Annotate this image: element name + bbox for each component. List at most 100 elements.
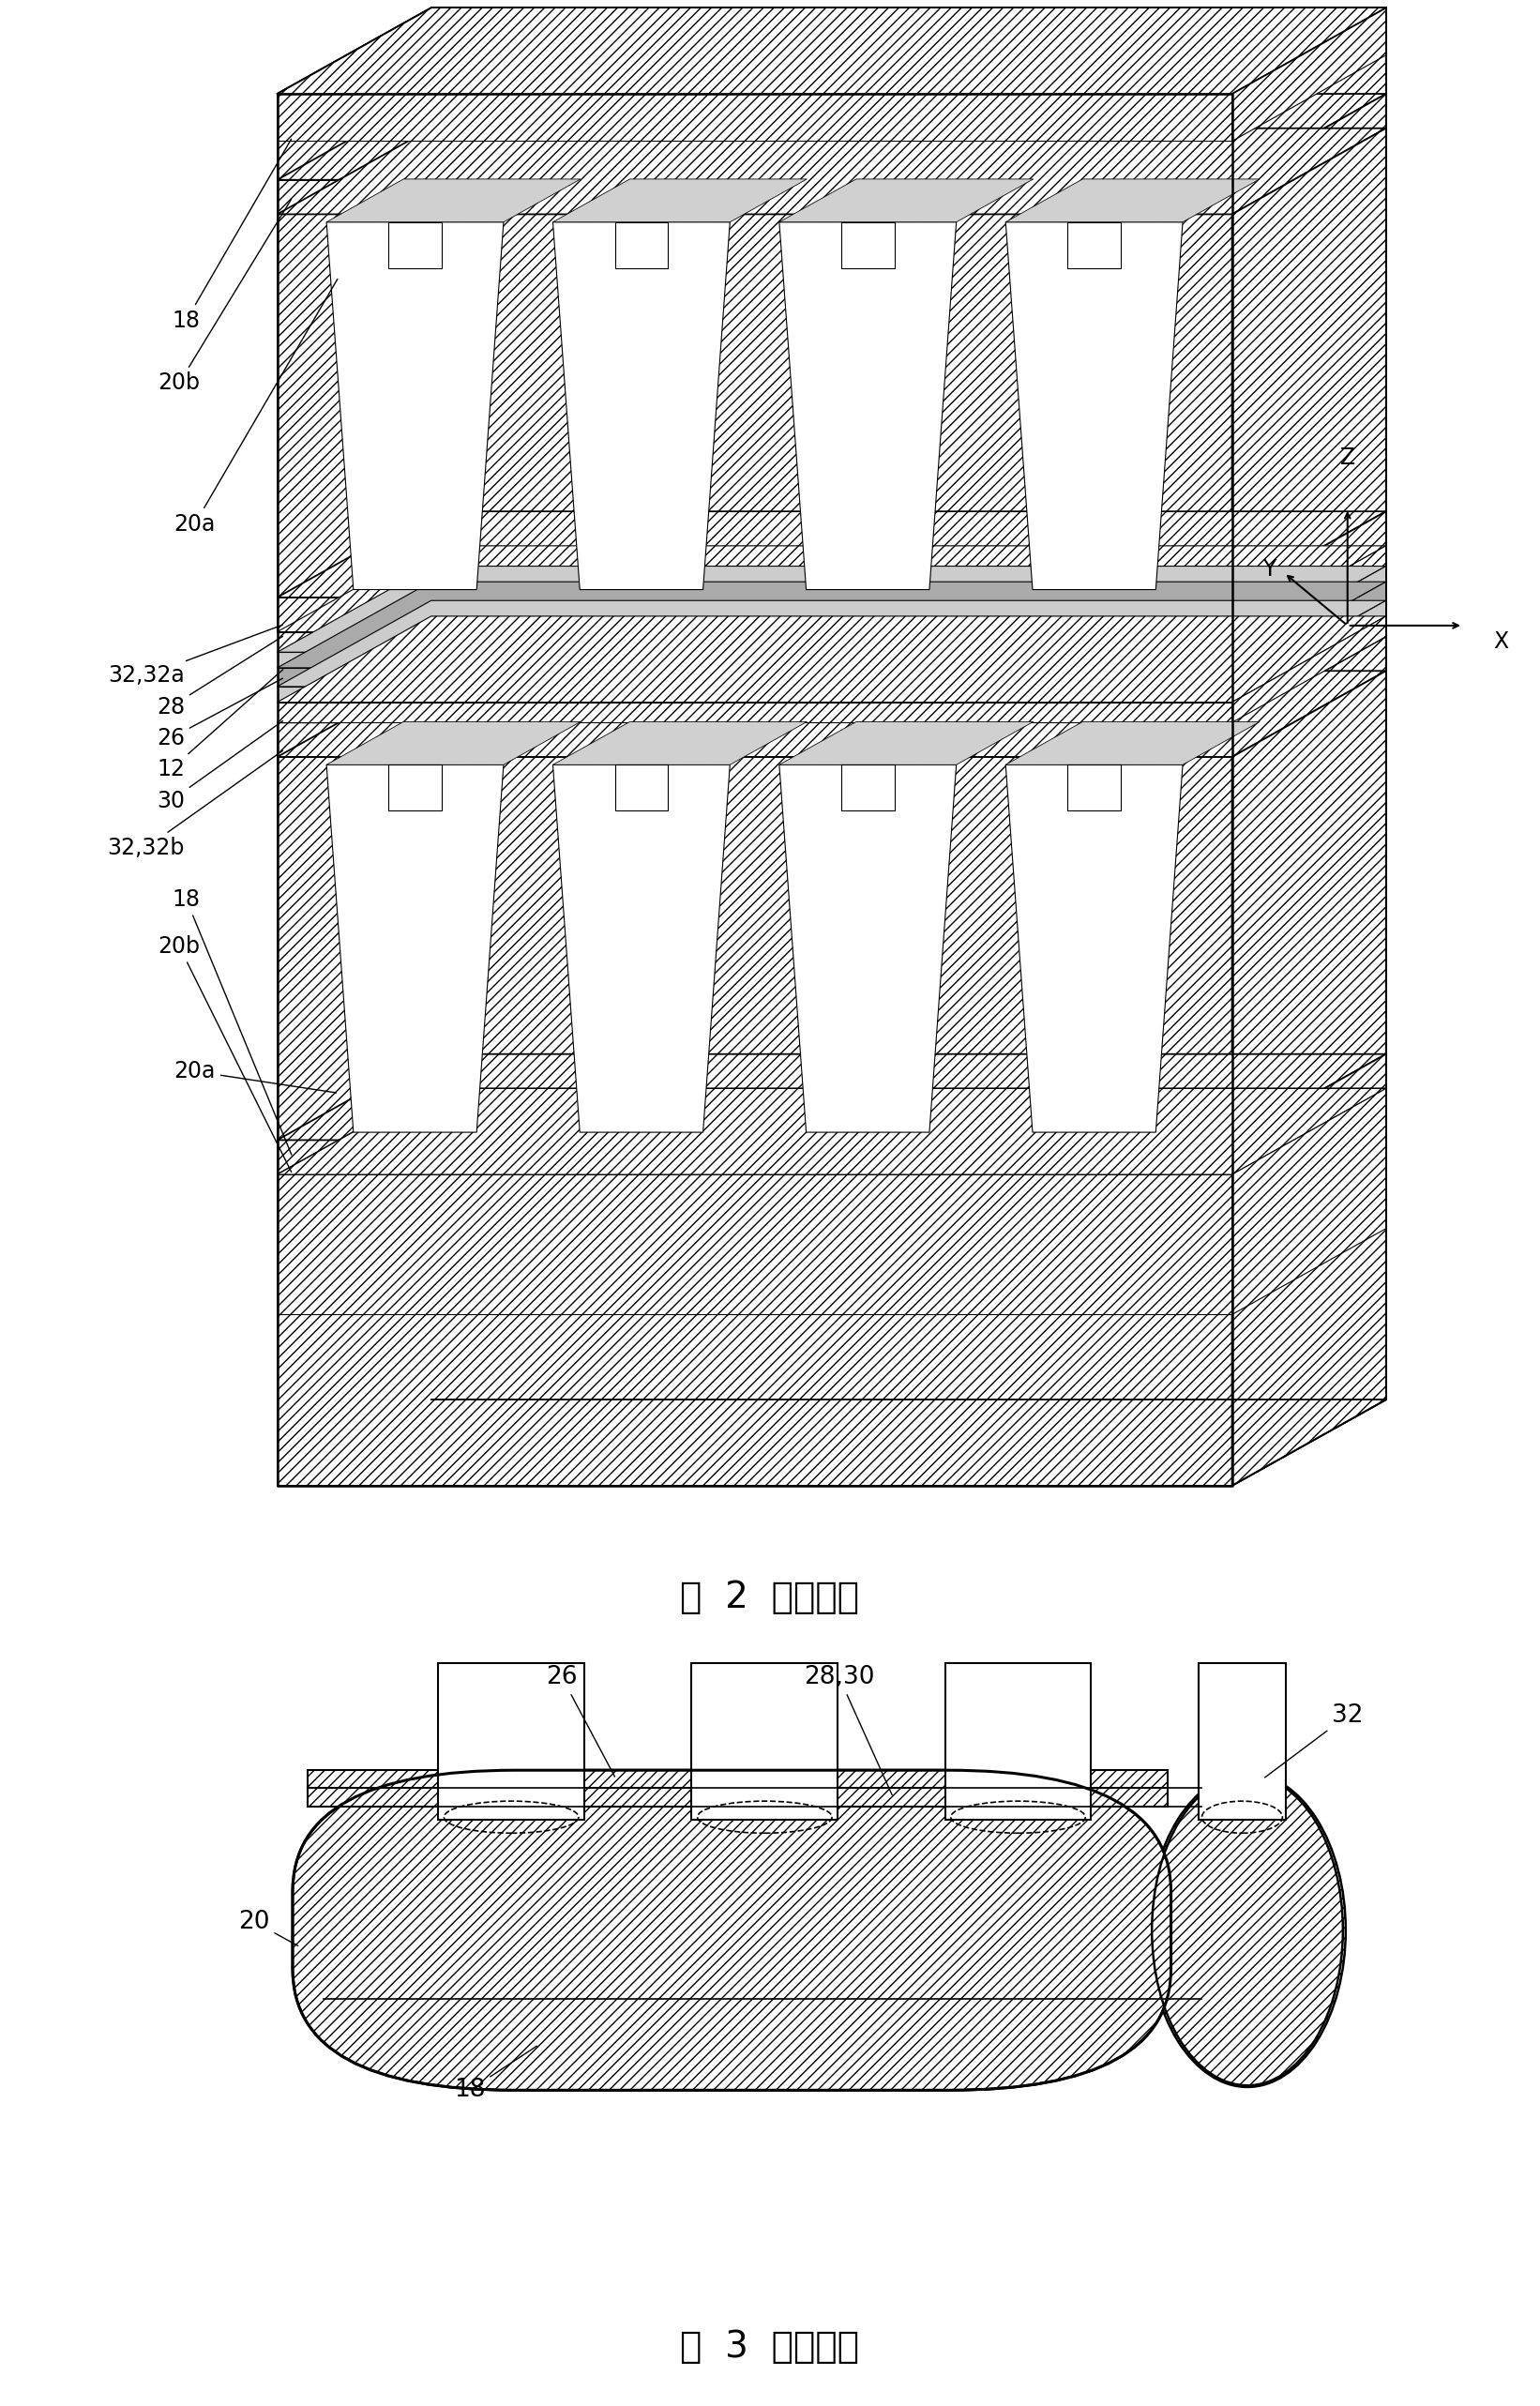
- Polygon shape: [277, 546, 1386, 633]
- Text: 图  2  现有技术: 图 2 现有技术: [681, 1581, 859, 1614]
- Text: Y: Y: [1263, 558, 1275, 580]
- Polygon shape: [614, 221, 668, 267]
- Text: 26: 26: [157, 678, 283, 748]
- FancyBboxPatch shape: [1198, 1663, 1286, 1819]
- Polygon shape: [277, 214, 1232, 597]
- FancyBboxPatch shape: [439, 1663, 585, 1819]
- Polygon shape: [277, 652, 1232, 669]
- Text: 28,30: 28,30: [804, 1665, 892, 1795]
- Polygon shape: [1006, 178, 1260, 221]
- Polygon shape: [1067, 221, 1121, 267]
- Polygon shape: [1232, 616, 1386, 722]
- Text: 20b: 20b: [159, 936, 291, 1172]
- Text: 图  3  现有技术: 图 3 现有技术: [681, 2329, 859, 2365]
- Polygon shape: [431, 7, 1386, 1400]
- Polygon shape: [277, 1174, 1232, 1314]
- Text: Z: Z: [1340, 448, 1355, 469]
- Text: 30: 30: [157, 722, 283, 811]
- FancyBboxPatch shape: [308, 1771, 1167, 1788]
- Polygon shape: [326, 722, 581, 765]
- Polygon shape: [1232, 546, 1386, 652]
- FancyBboxPatch shape: [946, 1663, 1092, 1819]
- Polygon shape: [1232, 7, 1386, 142]
- Polygon shape: [553, 221, 730, 589]
- Ellipse shape: [1149, 1773, 1346, 2086]
- Text: 20b: 20b: [159, 200, 291, 395]
- Polygon shape: [388, 765, 442, 811]
- Polygon shape: [779, 722, 1033, 765]
- Polygon shape: [277, 7, 1386, 94]
- Polygon shape: [277, 758, 1232, 1140]
- Polygon shape: [1232, 94, 1386, 214]
- Polygon shape: [277, 1140, 1232, 1174]
- Polygon shape: [277, 633, 1232, 652]
- Polygon shape: [1232, 671, 1386, 1140]
- Polygon shape: [277, 671, 1386, 758]
- FancyBboxPatch shape: [691, 1663, 838, 1819]
- Polygon shape: [1232, 1088, 1386, 1314]
- Polygon shape: [553, 178, 807, 221]
- Polygon shape: [277, 722, 1232, 758]
- Polygon shape: [1232, 1054, 1386, 1174]
- Polygon shape: [277, 94, 1232, 180]
- Polygon shape: [553, 765, 730, 1133]
- Polygon shape: [277, 94, 1232, 142]
- Polygon shape: [1232, 638, 1386, 758]
- Text: 32: 32: [1264, 1703, 1363, 1778]
- Polygon shape: [277, 597, 1232, 633]
- Text: 18: 18: [172, 140, 291, 332]
- Polygon shape: [277, 1054, 1386, 1140]
- Polygon shape: [1232, 128, 1386, 597]
- Text: 12: 12: [157, 669, 283, 780]
- Text: 20a: 20a: [174, 279, 337, 534]
- Polygon shape: [553, 722, 807, 765]
- Polygon shape: [1006, 221, 1183, 589]
- Polygon shape: [1232, 602, 1386, 703]
- Polygon shape: [277, 94, 1386, 180]
- Polygon shape: [1232, 7, 1386, 1487]
- Polygon shape: [277, 512, 1386, 597]
- Polygon shape: [1006, 765, 1183, 1133]
- Polygon shape: [277, 638, 1386, 722]
- Polygon shape: [277, 7, 1386, 94]
- Polygon shape: [1067, 765, 1121, 811]
- Text: 20: 20: [239, 1910, 299, 1946]
- Polygon shape: [277, 582, 1386, 669]
- Polygon shape: [326, 221, 504, 589]
- Polygon shape: [779, 178, 1033, 221]
- Polygon shape: [277, 1174, 1232, 1487]
- Polygon shape: [326, 178, 581, 221]
- Polygon shape: [326, 765, 504, 1133]
- Polygon shape: [277, 180, 1232, 214]
- Text: 18: 18: [172, 888, 291, 1155]
- Polygon shape: [1232, 7, 1386, 180]
- Polygon shape: [1232, 1088, 1386, 1487]
- Polygon shape: [277, 669, 1232, 686]
- Polygon shape: [614, 765, 668, 811]
- Text: 32,32a: 32,32a: [108, 626, 282, 686]
- Text: 20a: 20a: [174, 1061, 336, 1092]
- Text: 26: 26: [547, 1665, 614, 1776]
- Polygon shape: [1006, 722, 1260, 765]
- Polygon shape: [277, 686, 1232, 703]
- Ellipse shape: [1152, 1776, 1343, 2086]
- Polygon shape: [277, 128, 1386, 214]
- FancyBboxPatch shape: [293, 1771, 1170, 2091]
- Polygon shape: [779, 221, 956, 589]
- Polygon shape: [1232, 512, 1386, 633]
- Polygon shape: [277, 1088, 1386, 1174]
- Text: X: X: [1494, 630, 1509, 652]
- Polygon shape: [779, 765, 956, 1133]
- Text: 28: 28: [157, 635, 283, 717]
- Polygon shape: [1232, 565, 1386, 669]
- Text: 18: 18: [454, 2045, 537, 2103]
- Text: 32,32b: 32,32b: [108, 751, 283, 859]
- Polygon shape: [277, 1088, 1386, 1174]
- Polygon shape: [277, 7, 1386, 94]
- Polygon shape: [277, 565, 1386, 652]
- Polygon shape: [1232, 582, 1386, 686]
- Polygon shape: [277, 703, 1232, 722]
- Polygon shape: [841, 221, 895, 267]
- Polygon shape: [388, 221, 442, 267]
- Polygon shape: [277, 616, 1386, 703]
